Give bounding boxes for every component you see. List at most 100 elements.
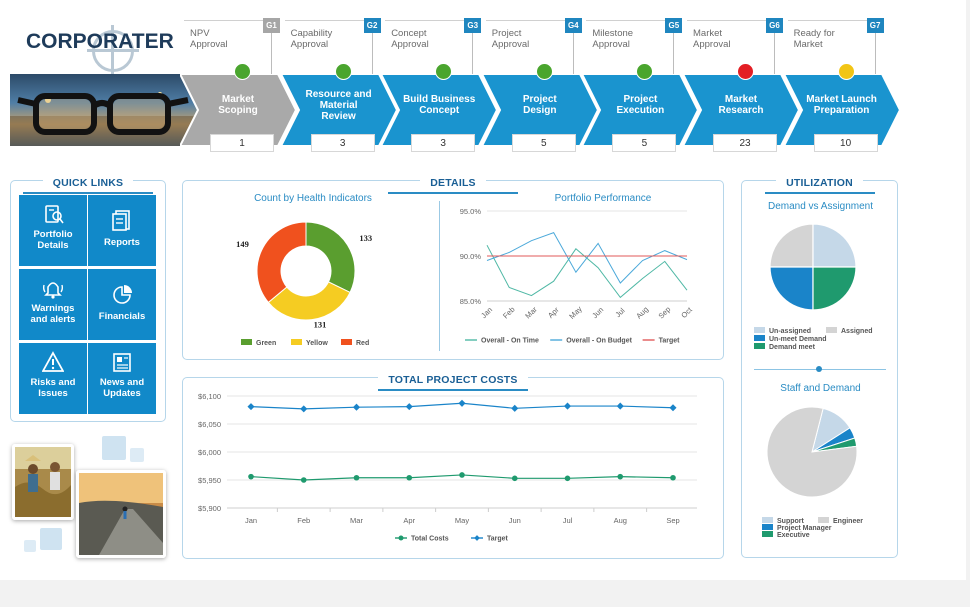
y-tick-label: 85.0% [460, 297, 482, 306]
quick-link-label: Portfolio Details [33, 229, 73, 251]
stage-count: 23 [713, 134, 777, 152]
stage-chevron [683, 74, 799, 146]
gate-g1[interactable]: NPV Approval G1 [184, 18, 280, 77]
quick-link-label: Reports [104, 237, 140, 248]
gate-label: Concept Approval [391, 28, 429, 50]
x-tick-label: Mar [350, 516, 363, 525]
stage-project-execution[interactable]: Project Execution 5 [582, 63, 699, 152]
x-tick-label: Feb [501, 305, 517, 321]
data-point [300, 477, 307, 483]
gate-code-badge: G1 [263, 18, 280, 33]
gate-line [371, 33, 373, 77]
donut-slice-green [305, 221, 356, 294]
status-indicator [234, 63, 251, 80]
gate-code-badge: G7 [866, 18, 884, 33]
legend-label-un-meet-demand: Un-meet Demand [769, 336, 827, 343]
health-donut-chart: 133 131 149 Green Yellow Red [236, 221, 372, 347]
quick-link-label: Risks and Issues [30, 377, 76, 399]
gate-line [271, 33, 272, 77]
quick-link-news-and-updates[interactable]: News and Updates [88, 343, 156, 414]
stage-chevron [481, 74, 598, 146]
stage-chevron [180, 74, 296, 146]
gate-g3[interactable]: Concept Approval G3 [385, 18, 482, 77]
gate-g6[interactable]: Market Approval G6 [687, 18, 783, 77]
stage-name: Market Launch Preparation [806, 94, 877, 116]
gate-line [774, 33, 775, 77]
quick-links-title: QUICK LINKS [42, 177, 134, 189]
data-point [458, 399, 466, 407]
quick-link-reports[interactable]: Reports [88, 195, 156, 266]
gate-line [673, 33, 675, 77]
data-point [405, 403, 413, 411]
x-tick-label: Mar [523, 305, 539, 321]
stage-chevron-shape [381, 74, 498, 146]
stage-name: Resource and Material Review [305, 89, 372, 122]
gate-line [572, 33, 574, 77]
stage-market-scoping[interactable]: Market Scoping 1 [180, 63, 296, 152]
stage-build-business-concept[interactable]: Build Business Concept 3 [381, 63, 498, 152]
gate-label: Milestone Approval [592, 28, 634, 50]
health-chart-title: Count by Health Indicators [254, 193, 372, 204]
legend-label-engineer: Engineer [833, 518, 863, 525]
gate-label: Ready for Market [793, 28, 835, 50]
gate-g5[interactable]: Milestone Approval G5 [586, 18, 683, 77]
quick-link-label: Financials [98, 311, 146, 322]
demand-pie-chart: Un-assigned Assigned Un-meet DemandDemand … [754, 223, 873, 351]
x-tick-label: Jun [509, 516, 521, 525]
x-tick-label: Apr [403, 516, 415, 525]
donut-data-label: 149 [236, 239, 249, 249]
quick-links-panel: QUICK LINKS Portfolio Details Reports Warni… [10, 177, 166, 422]
news-icon [113, 353, 131, 372]
data-point [511, 475, 518, 482]
logo-text: CORPORATER [26, 30, 174, 53]
pie-slice-demand-meet [812, 266, 857, 311]
gate-g2[interactable]: Capability Approval G2 [284, 18, 381, 77]
legend-label-red: Red [356, 340, 369, 347]
gate-code-badge: G5 [665, 18, 683, 33]
gate-g4[interactable]: Project Approval G4 [485, 18, 582, 77]
legend-label-support: Support [777, 518, 804, 525]
stage-resource-and-material-review[interactable]: Resource and Material Review 3 [280, 63, 397, 152]
legend-swatch [341, 339, 352, 345]
stage-count: 3 [310, 134, 375, 152]
stage-chevron-shape [582, 74, 699, 146]
divider-dot [816, 366, 822, 372]
data-point [670, 474, 676, 481]
stage-market-research[interactable]: Market Research 23 [683, 63, 799, 152]
quick-link-portfolio-details[interactable]: Portfolio Details [19, 195, 87, 266]
y-tick-label: $5,900 [198, 504, 221, 513]
gate-label: Project Approval [491, 28, 530, 50]
details-title: DETAILS [420, 177, 486, 189]
decor-square [102, 436, 126, 460]
quick-link-warnings-and-alerts[interactable]: Warnings and alerts [19, 269, 87, 340]
legend-label-target: Target [487, 536, 509, 543]
quick-link-risks-and-issues[interactable]: Risks and Issues [19, 343, 87, 414]
x-tick-label: Jan [479, 305, 494, 320]
legend-label-yellow: Yellow [306, 340, 328, 347]
logo[interactable]: CORPORATER [26, 16, 174, 77]
donut-slice-red [256, 221, 307, 304]
legend-label-demand-meet: Demand meet [769, 344, 816, 351]
staff-chart-title: Staff and Demand [780, 383, 861, 394]
x-tick-label: May [567, 304, 584, 321]
stage-market-launch-preparation[interactable]: Market Launch Preparation 10 [783, 63, 900, 152]
stage-chevron [280, 74, 397, 146]
gate-g7[interactable]: Ready for Market G7 [787, 18, 884, 77]
quick-link-financials[interactable]: Financials [88, 269, 156, 340]
gate-label: Market Approval [693, 28, 731, 50]
stage-count: 3 [411, 134, 476, 152]
performance-line-chart: 85.0% 90.0% 95.0% Jan Feb Mar Apr May Jun Jul Aug S… [460, 207, 695, 345]
pie-slice-un-meet-demand [769, 266, 814, 311]
dashboard: CORPORATER NPV Approval G1 Capability Approv… [0, 0, 966, 580]
logo-crosshair-icon [87, 25, 139, 77]
x-tick-label: Jul [613, 306, 626, 319]
warning-icon [42, 351, 64, 372]
x-tick-label: Aug [614, 516, 627, 525]
legend-marker [474, 535, 480, 541]
legend-label-green: Green [256, 340, 276, 347]
stage-project-design[interactable]: Project Design 5 [481, 63, 598, 152]
legend-swatch [762, 531, 773, 537]
stage-chevron-shape [683, 74, 799, 146]
y-tick-label: 90.0% [460, 252, 482, 261]
quick-link-label: News and Updates [99, 377, 145, 399]
